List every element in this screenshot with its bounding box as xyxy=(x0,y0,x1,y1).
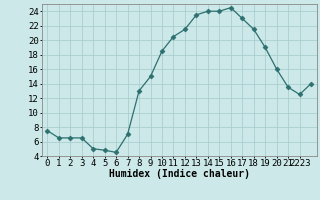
X-axis label: Humidex (Indice chaleur): Humidex (Indice chaleur) xyxy=(109,169,250,179)
